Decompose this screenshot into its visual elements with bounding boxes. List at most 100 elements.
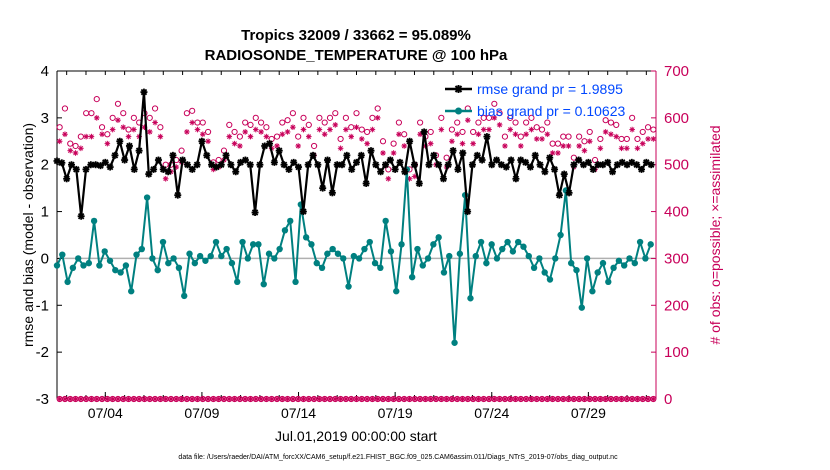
obs-assimilated-point — [242, 129, 248, 135]
obs-baseline-assimilated-point — [459, 396, 466, 402]
bias-point — [149, 255, 156, 262]
obs-baseline-assimilated-point — [337, 396, 344, 402]
bias-point — [567, 259, 575, 267]
right-axis-label: # of obs: o=possible; ×=assimilated — [707, 125, 723, 344]
rmse-point — [551, 165, 559, 173]
obs-assimilated-point — [438, 126, 445, 133]
obs-possible-point — [157, 124, 164, 131]
obs-baseline-assimilated-point — [565, 396, 572, 402]
obs-baseline-assimilated-point — [528, 396, 535, 402]
x-axis-label: Jul.01,2019 00:00:00 start — [275, 428, 437, 444]
rmse-point — [410, 161, 418, 169]
x-tick-label: 07/14 — [281, 405, 316, 421]
obs-assimilated-point — [295, 143, 301, 149]
obs-assimilated-point — [305, 133, 312, 140]
rmse-point — [401, 168, 409, 176]
bias-point — [594, 269, 601, 276]
obs-possible-point — [374, 105, 381, 112]
bias-point — [382, 217, 389, 225]
bias-point — [430, 241, 437, 248]
obs-assimilated-point — [385, 175, 392, 182]
rmse-point — [338, 161, 346, 169]
left-tick-label: 3 — [41, 110, 49, 127]
rmse-point — [609, 168, 617, 176]
x-tick-label: 07/29 — [571, 405, 606, 421]
obs-possible-point — [130, 114, 137, 121]
obs-baseline-assimilated-point — [152, 396, 158, 402]
obs-baseline-assimilated-point — [210, 396, 217, 402]
obs-baseline-assimilated-point — [295, 396, 301, 402]
obs-baseline-assimilated-point — [443, 396, 450, 402]
obs-baseline-assimilated-point — [99, 396, 105, 402]
obs-assimilated-point — [56, 138, 63, 145]
obs-possible-point — [321, 119, 328, 126]
obs-baseline-assimilated-point — [268, 396, 275, 402]
obs-baseline-assimilated-point — [115, 396, 121, 402]
rmse-point — [77, 212, 85, 220]
obs-baseline-assimilated-point — [634, 396, 641, 402]
obs-possible-point — [634, 135, 641, 143]
rmse-line — [56, 91, 652, 217]
obs-possible-point — [67, 140, 74, 147]
obs-possible-point — [517, 133, 524, 140]
rmse-point — [526, 163, 534, 171]
obs-possible-point — [178, 147, 185, 154]
obs-possible-point — [316, 114, 323, 121]
obs-assimilated-point — [279, 131, 286, 138]
bias-point — [610, 264, 617, 271]
obs-baseline-assimilated-point — [385, 396, 392, 402]
bias-point — [133, 251, 140, 258]
obs-assimilated-point — [364, 140, 370, 147]
obs-possible-point — [332, 110, 339, 117]
rmse-point — [280, 161, 288, 169]
obs-assimilated-point — [586, 138, 593, 145]
obs-baseline-assimilated-point — [475, 396, 482, 402]
obs-possible-point — [390, 140, 397, 147]
x-tick-label: 07/04 — [88, 405, 123, 421]
bias-point — [265, 250, 273, 257]
bias-point — [414, 245, 421, 253]
rmse-point — [343, 151, 351, 159]
obs-assimilated-point — [454, 131, 461, 138]
bias-point — [271, 255, 278, 262]
obs-assimilated-point — [560, 143, 567, 149]
obs-baseline-assimilated-point — [613, 396, 620, 402]
rmse-point — [246, 161, 254, 169]
bias-point — [334, 250, 342, 257]
bias-point — [451, 339, 458, 346]
rmse-point — [135, 147, 143, 155]
bias-point — [398, 241, 405, 248]
left-tick-label: -2 — [36, 344, 49, 361]
obs-assimilated-point — [380, 150, 386, 156]
rmse-point — [493, 156, 501, 164]
obs-possible-point — [226, 121, 233, 128]
rmse-point — [584, 158, 592, 166]
obs-baseline-assimilated-point — [496, 396, 503, 402]
bias-point — [536, 255, 543, 262]
obs-baseline-assimilated-point — [624, 396, 630, 402]
obs-assimilated-point — [639, 140, 646, 147]
rmse-point — [328, 189, 336, 197]
bias-point — [281, 227, 289, 234]
obs-baseline-assimilated-point — [321, 396, 328, 402]
bias-point — [361, 245, 368, 253]
obs-assimilated-point — [125, 133, 132, 140]
rmse-point — [430, 151, 438, 159]
obs-possible-point — [613, 121, 620, 128]
bias-point — [435, 234, 442, 241]
obs-baseline-assimilated-point — [422, 396, 429, 402]
bias-point — [345, 283, 352, 290]
obs-baseline-assimilated-point — [364, 396, 370, 402]
obs-possible-point — [576, 133, 583, 140]
chart-title-line1: Tropics 32009 / 33662 = 95.089% — [241, 27, 471, 44]
bias-point — [138, 245, 146, 253]
bias-point — [483, 259, 490, 267]
obs-baseline-assimilated-point — [433, 396, 439, 402]
obs-possible-point — [528, 114, 535, 121]
rmse-point — [589, 165, 597, 173]
obs-assimilated-point — [72, 150, 79, 156]
bias-point — [456, 250, 464, 257]
obs-possible-point — [61, 105, 69, 112]
obs-possible-point — [231, 128, 238, 136]
obs-baseline-assimilated-point — [539, 396, 545, 402]
